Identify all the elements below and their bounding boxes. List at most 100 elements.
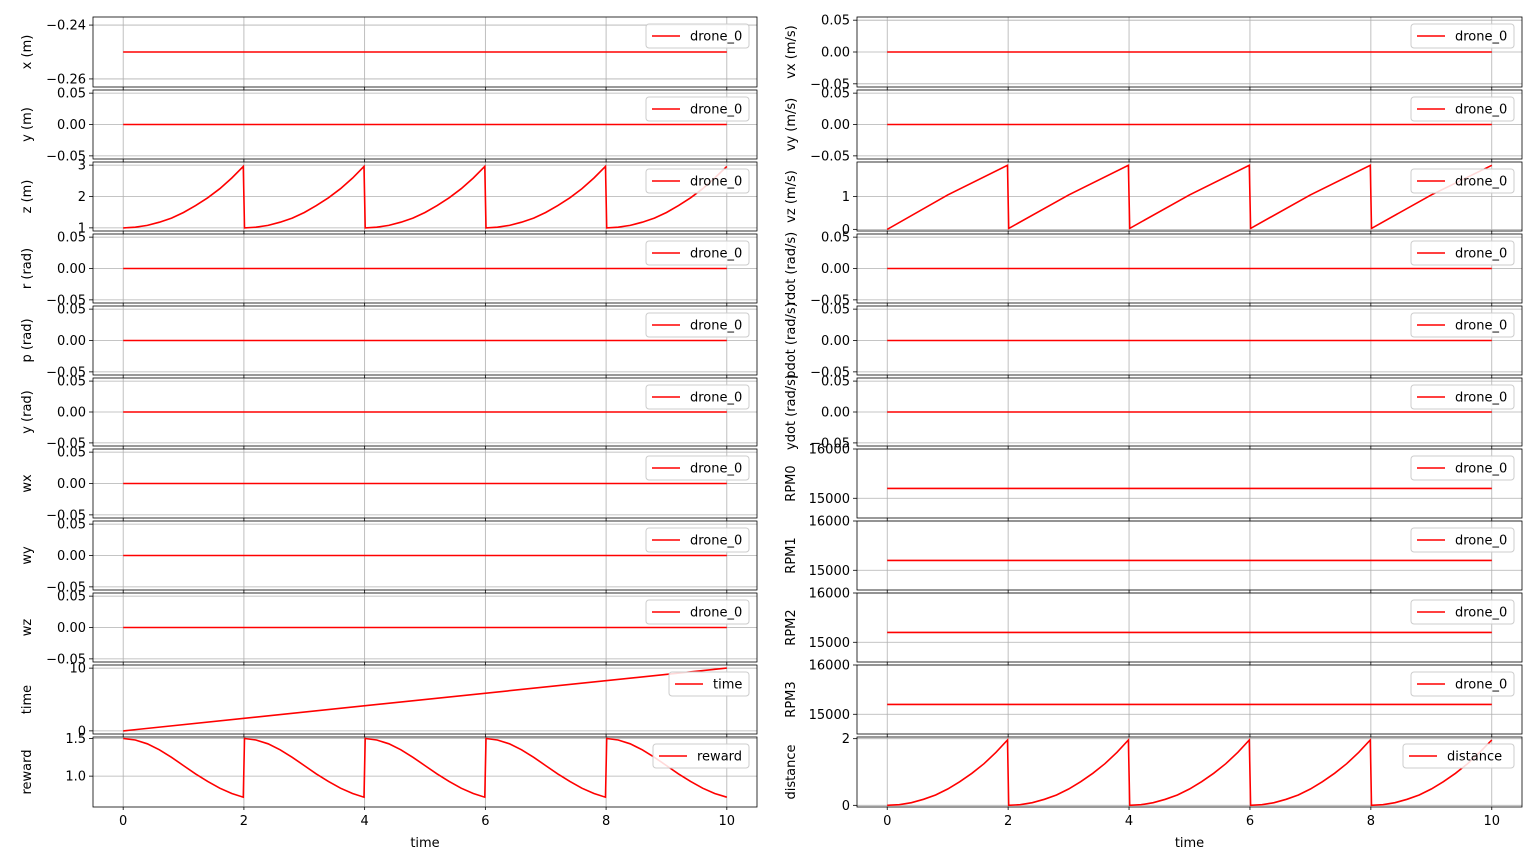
legend: drone_0: [645, 168, 750, 194]
y-tick-label: −0.05: [46, 652, 86, 667]
legend-box: [1410, 599, 1515, 625]
y-axis-label: p (rad): [20, 318, 35, 362]
series-line-drone-0: [886, 164, 1493, 231]
legend-label: drone_0: [690, 534, 742, 549]
legend: drone_0: [645, 599, 750, 625]
legend: drone_0: [1410, 168, 1515, 194]
x-tick-label: 4: [360, 814, 368, 829]
legend: drone_0: [1410, 527, 1515, 553]
legend-label: drone_0: [690, 247, 742, 262]
y-tick-label: 0: [78, 724, 86, 739]
legend-box: [1410, 168, 1515, 194]
subplot-time: 0 10 time time: [20, 662, 758, 739]
legend: drone_0: [1410, 23, 1515, 49]
legend-label: drone_0: [690, 462, 742, 477]
y-axis-label: time: [20, 685, 35, 714]
legend: distance: [1402, 743, 1515, 769]
y-axis-label: reward: [20, 749, 35, 794]
axes-frame: [92, 520, 758, 591]
legend-box: [645, 455, 750, 481]
x-tick-label: 6: [481, 814, 489, 829]
subplot-vy-m-s: −0.05 0.00 0.05 vy (m/s) drone_0: [784, 87, 1523, 164]
y-tick-label: 0.00: [57, 621, 86, 636]
y-tick-label: 0.00: [57, 262, 86, 277]
subplot-z-m: 1 2 3 z (m) drone_0: [20, 159, 758, 236]
legend: reward: [652, 743, 750, 769]
axes-frame: [856, 736, 1523, 808]
legend: drone_0: [1410, 671, 1515, 697]
legend: drone_0: [1410, 312, 1515, 338]
legend-box: [1410, 527, 1515, 553]
subplot-r-rad: −0.05 0.00 0.05 r (rad) drone_0: [20, 231, 758, 308]
y-tick-label: 0.00: [821, 46, 850, 61]
legend: drone_0: [645, 23, 750, 49]
legend: time: [668, 671, 750, 697]
y-tick-label: 16000: [809, 443, 850, 458]
y-axis-label: RPM0: [784, 465, 799, 501]
axes-frame: [92, 305, 758, 376]
y-tick-label: 0.05: [821, 14, 850, 29]
y-tick-label: −0.05: [810, 149, 850, 164]
y-tick-label: 0.05: [57, 375, 86, 390]
legend-box: [645, 23, 750, 49]
legend-label: distance: [1447, 750, 1502, 765]
axes-frame: [92, 448, 758, 519]
subplot-rpm0: 15000 16000 RPM0 drone_0: [784, 443, 1523, 521]
y-tick-label: 0.05: [57, 590, 86, 605]
y-tick-label: 1.0: [65, 770, 86, 785]
y-tick-label: 0.00: [57, 549, 86, 564]
legend-box: [645, 96, 750, 122]
y-tick-label: 0.05: [821, 375, 850, 390]
y-tick-label: 2: [842, 732, 850, 747]
y-tick-label: 16000: [809, 587, 850, 602]
y-axis-label: wy: [20, 546, 35, 565]
legend-label: drone_0: [1455, 103, 1507, 118]
x-tick-label: 0: [883, 814, 891, 829]
y-tick-label: 0.00: [821, 118, 850, 133]
legend-box: [1410, 671, 1515, 697]
y-tick-label: 0.00: [821, 262, 850, 277]
x-tick-label: 10: [1483, 814, 1500, 829]
subplot-p-rad: −0.05 0.00 0.05 p (rad) drone_0: [20, 303, 758, 380]
y-axis-label: RPM1: [784, 537, 799, 573]
y-tick-label: −0.05: [46, 508, 86, 523]
y-tick-label: 16000: [809, 515, 850, 530]
y-tick-label: −0.05: [46, 293, 86, 308]
y-tick-label: 0: [842, 223, 850, 238]
legend-box: [1410, 455, 1515, 481]
legend-box: [645, 599, 750, 625]
y-tick-label: 15000: [809, 492, 850, 507]
subplot-ydot-rad-s: −0.05 0.00 0.05 ydot (rad/s) drone_0: [784, 374, 1523, 451]
legend: drone_0: [1410, 455, 1515, 481]
legend-box: [1410, 384, 1515, 410]
y-tick-label: 0.00: [821, 334, 850, 349]
axes-frame: [856, 664, 1523, 735]
y-tick-label: −0.05: [46, 149, 86, 164]
y-axis-label: distance: [784, 744, 799, 799]
y-tick-label: −0.05: [46, 580, 86, 595]
y-tick-label: 1.5: [65, 732, 86, 747]
y-tick-label: 0.00: [57, 118, 86, 133]
y-tick-label: 0.05: [57, 446, 86, 461]
bottom-x-axes: 0 2 4 6 8 10 time 0 2 4 6 8 10 time: [119, 814, 1500, 850]
y-tick-label: 0.00: [57, 406, 86, 421]
y-axis-label: RPM2: [784, 609, 799, 645]
y-axis-label: z (m): [20, 180, 35, 214]
axes-frame: [856, 377, 1523, 447]
y-axis-label: wx: [20, 474, 35, 493]
legend-box: [668, 671, 750, 697]
legend: drone_0: [645, 312, 750, 338]
y-axis-label: rdot (rad/s): [784, 232, 799, 305]
y-tick-label: 0.00: [821, 406, 850, 421]
x-axis-label-right: time: [1175, 836, 1204, 850]
legend-box: [1410, 240, 1515, 266]
series-line-reward: [123, 737, 728, 799]
legend: drone_0: [645, 240, 750, 266]
y-tick-label: 3: [78, 159, 86, 174]
legend-label: drone_0: [1455, 391, 1507, 406]
y-tick-label: 0.05: [57, 231, 86, 246]
y-tick-label: 1: [78, 221, 86, 236]
series-line-distance: [887, 738, 1493, 807]
legend-box: [645, 384, 750, 410]
x-tick-label: 0: [119, 814, 127, 829]
